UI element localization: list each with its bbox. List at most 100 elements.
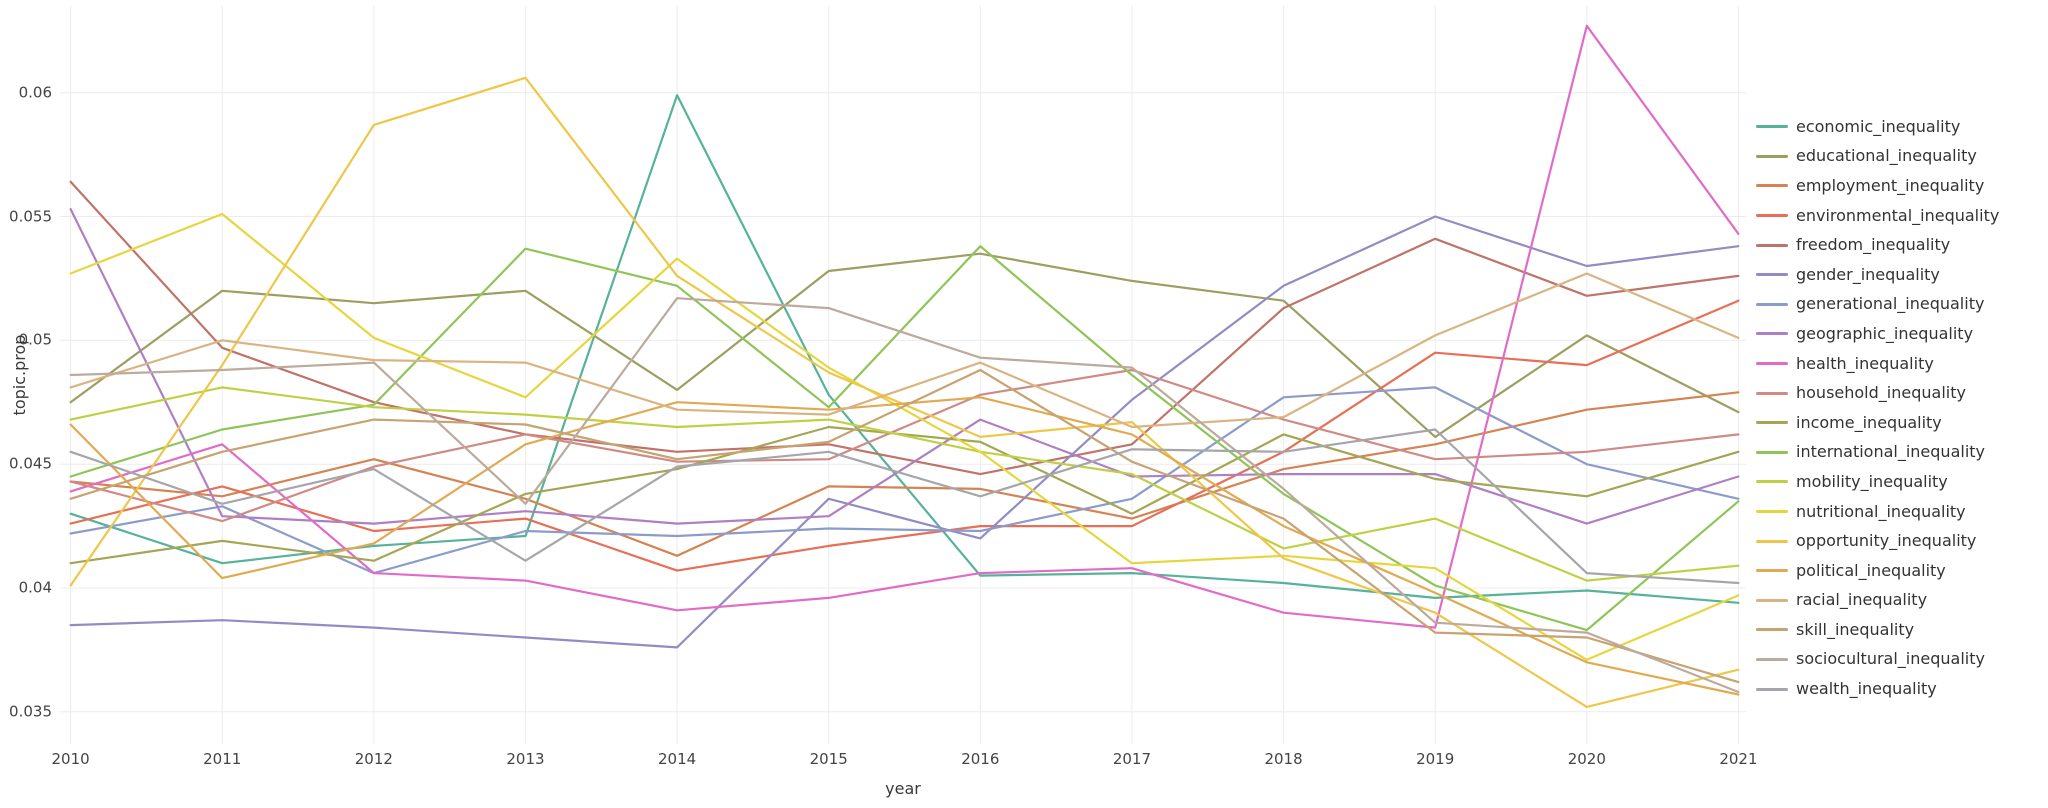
- series-line-freedom_inequality: [69, 180, 1740, 476]
- y-tick-label: 0.045: [9, 454, 52, 473]
- legend-item-employment_inequality[interactable]: employment_inequality: [1756, 171, 1999, 201]
- legend-label: mobility_inequality: [1796, 471, 1948, 491]
- legend-swatch-icon: [1756, 302, 1788, 306]
- y-tick-label: 0.05: [18, 330, 52, 349]
- legend-label: wealth_inequality: [1796, 679, 1937, 699]
- x-tick-label: 2014: [657, 750, 697, 768]
- legend-swatch-icon: [1756, 184, 1788, 188]
- legend-label: environmental_inequality: [1796, 205, 2000, 225]
- series-line-geographic_inequality: [69, 208, 1740, 525]
- legend-swatch-icon: [1756, 539, 1788, 543]
- legend-label: income_inequality: [1796, 412, 1942, 432]
- y-axis-title: topic.prop: [10, 334, 29, 416]
- legend-swatch-icon: [1756, 214, 1788, 218]
- legend-item-international_inequality[interactable]: international_inequality: [1756, 438, 1999, 468]
- legend-label: educational_inequality: [1796, 146, 1977, 166]
- x-tick-label: 2013: [506, 750, 545, 768]
- x-tick-label: 2012: [354, 750, 393, 768]
- legend-item-generational_inequality[interactable]: generational_inequality: [1756, 290, 1999, 320]
- legend-label: generational_inequality: [1796, 294, 1985, 314]
- legend: economic_inequality educational_inequalit…: [1756, 112, 1999, 704]
- legend-label: household_inequality: [1796, 383, 1966, 403]
- legend-swatch-icon: [1756, 332, 1788, 336]
- legend-swatch-icon: [1756, 687, 1788, 691]
- x-tick-label: 2017: [1112, 750, 1152, 768]
- legend-item-gender_inequality[interactable]: gender_inequality: [1756, 260, 1999, 290]
- legend-label: international_inequality: [1796, 442, 1986, 462]
- legend-label: health_inequality: [1796, 353, 1934, 373]
- legend-swatch-icon: [1756, 598, 1788, 602]
- legend-swatch-icon: [1756, 450, 1788, 454]
- series-line-generational_inequality: [69, 386, 1740, 575]
- legend-item-racial_inequality[interactable]: racial_inequality: [1756, 586, 1999, 616]
- legend-item-economic_inequality[interactable]: economic_inequality: [1756, 112, 1999, 142]
- legend-swatch-icon: [1756, 657, 1788, 661]
- legend-item-health_inequality[interactable]: health_inequality: [1756, 349, 1999, 379]
- x-tick-label: 2018: [1264, 750, 1303, 768]
- legend-swatch-icon: [1756, 243, 1788, 247]
- series-line-racial_inequality: [69, 272, 1740, 429]
- series-line-nutritional_inequality: [69, 212, 1740, 661]
- series-line-employment_inequality: [69, 391, 1740, 557]
- x-tick-label: 2010: [51, 750, 90, 768]
- legend-label: racial_inequality: [1796, 590, 1928, 610]
- legend-label: political_inequality: [1796, 560, 1946, 580]
- legend-item-mobility_inequality[interactable]: mobility_inequality: [1756, 467, 1999, 497]
- legend-label: employment_inequality: [1796, 175, 1985, 195]
- series-line-environmental_inequality: [69, 299, 1740, 572]
- y-tick-label: 0.035: [9, 702, 52, 721]
- x-tick-label: 2016: [961, 750, 1000, 768]
- series-line-political_inequality: [69, 396, 1740, 696]
- legend-swatch-icon: [1756, 273, 1788, 277]
- legend-label: nutritional_inequality: [1796, 501, 1966, 521]
- legend-swatch-icon: [1756, 154, 1788, 158]
- legend-item-wealth_inequality[interactable]: wealth_inequality: [1756, 674, 1999, 704]
- y-tick-label: 0.06: [18, 83, 52, 102]
- series-line-wealth_inequality: [69, 428, 1740, 585]
- legend-label: geographic_inequality: [1796, 323, 1974, 343]
- legend-item-nutritional_inequality[interactable]: nutritional_inequality: [1756, 497, 1999, 527]
- x-axis-title: year: [885, 779, 921, 798]
- x-tick-label: 2020: [1567, 750, 1606, 768]
- y-tick-label: 0.055: [9, 207, 52, 225]
- legend-item-skill_inequality[interactable]: skill_inequality: [1756, 615, 1999, 645]
- series-line-health_inequality: [69, 24, 1740, 629]
- legend-swatch-icon: [1756, 480, 1788, 484]
- legend-swatch-icon: [1756, 510, 1788, 514]
- series-line-household_inequality: [69, 368, 1740, 523]
- legend-swatch-icon: [1756, 125, 1788, 129]
- legend-item-opportunity_inequality[interactable]: opportunity_inequality: [1756, 526, 1999, 556]
- x-tick-label: 2019: [1416, 750, 1455, 768]
- legend-label: opportunity_inequality: [1796, 531, 1977, 551]
- legend-item-environmental_inequality[interactable]: environmental_inequality: [1756, 201, 1999, 231]
- legend-item-sociocultural_inequality[interactable]: sociocultural_inequality: [1756, 645, 1999, 675]
- series-line-skill_inequality: [69, 368, 1740, 684]
- legend-item-geographic_inequality[interactable]: geographic_inequality: [1756, 319, 1999, 349]
- legend-label: gender_inequality: [1796, 264, 1940, 284]
- x-tick-label: 2015: [809, 750, 848, 768]
- legend-swatch-icon: [1756, 628, 1788, 632]
- legend-label: sociocultural_inequality: [1796, 649, 1985, 669]
- x-tick-label: 2011: [203, 750, 242, 768]
- series-line-international_inequality: [69, 245, 1740, 632]
- y-tick-label: 0.04: [18, 578, 52, 597]
- legend-item-income_inequality[interactable]: income_inequality: [1756, 408, 1999, 438]
- legend-item-household_inequality[interactable]: household_inequality: [1756, 378, 1999, 408]
- legend-swatch-icon: [1756, 421, 1788, 425]
- series-line-gender_inequality: [69, 215, 1740, 649]
- series-line-mobility_inequality: [69, 386, 1740, 582]
- legend-item-educational_inequality[interactable]: educational_inequality: [1756, 142, 1999, 172]
- legend-swatch-icon: [1756, 569, 1788, 573]
- legend-label: freedom_inequality: [1796, 235, 1951, 255]
- legend-item-freedom_inequality[interactable]: freedom_inequality: [1756, 230, 1999, 260]
- x-tick-label: 2021: [1719, 750, 1758, 768]
- series-line-opportunity_inequality: [69, 76, 1740, 709]
- legend-item-political_inequality[interactable]: political_inequality: [1756, 556, 1999, 586]
- legend-label: economic_inequality: [1796, 116, 1961, 136]
- legend-label: skill_inequality: [1796, 619, 1915, 639]
- series-line-educational_inequality: [69, 252, 1740, 438]
- legend-swatch-icon: [1756, 362, 1788, 366]
- legend-swatch-icon: [1756, 391, 1788, 395]
